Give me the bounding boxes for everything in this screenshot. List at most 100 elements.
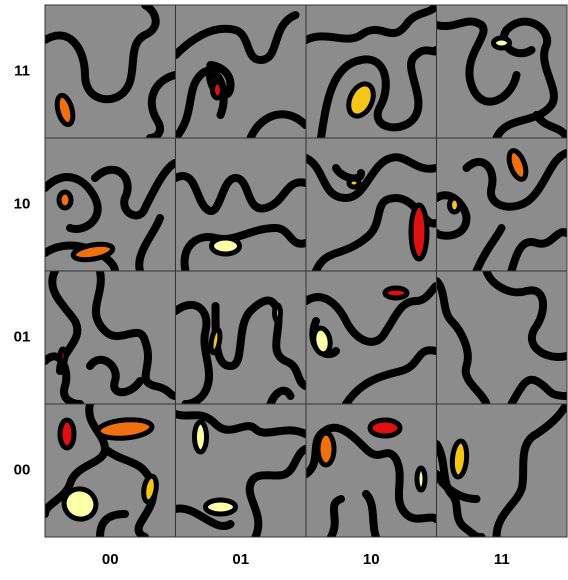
blob — [203, 497, 238, 517]
tile-content — [45, 404, 159, 537]
blob — [311, 325, 333, 357]
wavy-curve — [246, 110, 306, 138]
tile-content — [45, 159, 176, 271]
tile-content — [175, 11, 306, 138]
blob — [491, 35, 512, 51]
tile-content — [45, 5, 176, 138]
tile-content — [306, 153, 437, 271]
tile-content — [175, 172, 306, 271]
row-label: 11 — [14, 62, 30, 79]
blob — [209, 235, 242, 257]
wavy-curve — [507, 375, 567, 404]
wavy-curve — [45, 173, 102, 233]
tile-content — [306, 282, 437, 404]
wavy-curve — [245, 445, 306, 537]
blob — [346, 176, 362, 190]
tile-grid — [44, 4, 568, 538]
tile — [305, 137, 437, 272]
tile — [436, 137, 568, 272]
row-label: 00 — [14, 461, 31, 478]
wavy-curve — [342, 346, 437, 404]
wavy-curve — [306, 282, 437, 346]
wavy-curve — [91, 159, 176, 220]
wavy-curve — [317, 46, 437, 138]
tile-border — [436, 403, 568, 538]
blob — [272, 302, 283, 324]
tile-content — [45, 271, 176, 404]
wavy-curve — [175, 172, 306, 215]
wavy-curve — [436, 440, 486, 537]
blob — [449, 438, 470, 480]
blob — [346, 81, 376, 119]
wavy-curve — [436, 470, 481, 503]
column-label: 10 — [363, 551, 380, 568]
tile — [44, 403, 176, 538]
blob — [57, 417, 77, 451]
blob — [506, 148, 529, 182]
blob — [408, 202, 430, 262]
wavy-curve — [175, 301, 213, 404]
wavy-curve — [175, 504, 235, 530]
blob — [61, 486, 99, 522]
wavy-curve — [492, 404, 567, 537]
row-label: 01 — [14, 328, 31, 345]
blob — [57, 346, 69, 366]
blob — [141, 473, 159, 505]
tile — [44, 270, 176, 405]
tile — [175, 403, 307, 538]
wavy-curve — [211, 296, 306, 390]
tile — [436, 270, 568, 405]
wavy-curve — [462, 149, 567, 211]
tile — [44, 4, 176, 139]
wavy-curve — [180, 223, 306, 271]
tile — [436, 403, 568, 538]
wavy-curve — [45, 352, 84, 404]
labels: 11 10 01 00 00 01 10 11 — [14, 62, 510, 568]
wavy-curve — [45, 5, 160, 104]
wavy-curve — [266, 386, 295, 404]
blob — [192, 419, 209, 455]
wavy-curve — [86, 355, 144, 397]
wavy-curve — [436, 277, 491, 404]
tile-content — [306, 5, 437, 138]
tile-content — [175, 296, 306, 404]
blob — [414, 465, 428, 493]
wavy-curve — [96, 510, 129, 537]
wavy-curve — [436, 191, 471, 240]
tile — [305, 403, 437, 538]
blob — [210, 79, 225, 101]
blob — [70, 241, 116, 263]
tile — [44, 137, 176, 272]
tile — [305, 4, 437, 139]
blob — [95, 417, 155, 441]
wavy-curve — [472, 224, 567, 271]
blob — [382, 285, 410, 301]
tile-content — [436, 148, 567, 271]
wavy-curve — [146, 71, 176, 138]
tile-content — [436, 271, 567, 404]
tile — [175, 270, 307, 405]
column-label: 01 — [232, 551, 249, 568]
blob — [208, 326, 223, 356]
tile-content — [175, 410, 306, 537]
column-label: 11 — [494, 551, 510, 568]
blob — [54, 92, 76, 128]
tile — [305, 270, 437, 405]
wavy-curve — [482, 271, 567, 361]
wavy-curve — [306, 153, 437, 203]
row-label: 10 — [14, 195, 31, 212]
blob — [447, 195, 462, 215]
tile-content — [436, 404, 567, 537]
tile — [175, 137, 307, 272]
wavy-curve — [175, 410, 306, 438]
blob — [56, 189, 74, 211]
blob — [315, 430, 337, 468]
tile-background — [175, 137, 307, 272]
wavy-curve — [175, 11, 300, 65]
wavy-curve — [436, 17, 521, 106]
wavy-curve — [306, 5, 437, 44]
tile-content — [306, 417, 437, 537]
tile — [436, 4, 568, 139]
column-label: 00 — [102, 551, 119, 568]
